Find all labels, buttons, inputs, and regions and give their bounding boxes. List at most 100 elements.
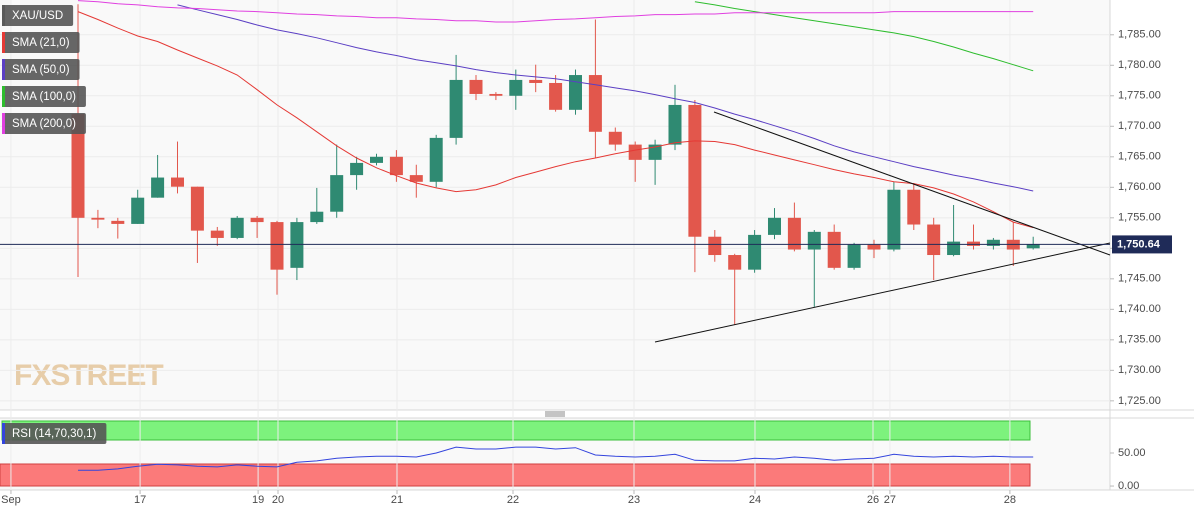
candle-body [151,177,165,198]
candle-body [927,224,941,256]
candle-body [489,93,503,96]
y-tick-label: 1,755.00 [1118,212,1161,224]
indicator-line [78,446,1034,471]
x-tick-label: 22 [507,494,519,506]
legend-swatch [2,86,5,107]
y-tick-label: 1,785.00 [1118,29,1161,41]
legend-label: SMA (50,0) [12,64,70,76]
legend-label: SMA (200,0) [12,118,76,130]
y-tick-label: 1,770.00 [1118,120,1161,132]
candle-body [330,175,344,212]
legend-box [2,5,74,26]
legend-box [2,86,86,107]
x-tick-label: 21 [391,494,403,506]
y-tick-label: 50.00 [1118,447,1146,459]
candle-body [767,217,781,235]
candle-body [568,75,582,110]
rsi-oversold-band [0,463,1031,487]
candle-body [867,244,881,250]
candle-body [1026,244,1040,249]
y-tick-label: 1,760.00 [1118,181,1161,193]
candle-body [71,114,85,218]
last-price-box [1112,235,1172,254]
legend-box [2,59,80,80]
trendlines [654,111,1111,343]
candle-body [688,104,702,237]
candle-body [210,230,224,238]
candle-body [887,189,901,250]
candle-body [230,217,244,238]
candle-body [708,236,722,256]
legend-swatch [2,5,5,26]
candle-body [250,217,264,223]
candle-body [91,217,105,220]
candle-body [807,231,821,250]
candle-body [190,186,204,231]
legend-box [2,113,86,134]
trendline-upper [713,111,1111,256]
candle-body [111,220,125,224]
candle-body [728,255,742,270]
legend-swatch [2,59,5,80]
y-tick-label: 1,775.00 [1118,90,1161,102]
y-tick-label: 1,740.00 [1118,303,1161,315]
y-tick-label: 1,730.00 [1118,364,1161,376]
x-tick-label: 20 [272,494,284,506]
x-tick-label: 24 [749,494,761,506]
candle-body [588,75,602,132]
price-plot [71,0,1040,325]
legend-label: XAU/USD [12,10,63,22]
candle-body [350,162,364,176]
x-tick-label: Sep [1,494,21,506]
candle-body [529,79,543,83]
candle-body [370,156,384,163]
legend-swatch [2,423,5,444]
candle-body [389,156,403,176]
y-tick-label: 0.00 [1118,480,1139,492]
y-tick-label: 1,725.00 [1118,395,1161,407]
candle-body [429,137,443,182]
trendline-lower [654,242,1111,343]
candle-body [310,211,324,223]
candle-body [409,175,423,182]
candle-body [966,241,980,246]
x-tick-label: 26 [867,494,879,506]
candle-body [270,222,284,270]
y-tick-label: 1,735.00 [1118,334,1161,346]
x-tick-label: 28 [1004,494,1016,506]
axes: 1,725.00 1,730.00 1,735.00 1,740.00 1,745.00… [0,29,1172,506]
x-tick-label: 19 [252,494,264,506]
candle-body [608,131,622,145]
candle-body [947,241,961,256]
candle-body [509,79,523,96]
price-plot-area [0,0,1110,410]
candle-body [986,239,1000,246]
legend-label: SMA (100,0) [12,91,76,103]
x-tick-label: 17 [134,494,146,506]
candle-body [171,177,185,187]
candle-body [469,79,483,94]
x-tick-label: 23 [628,494,640,506]
legend-label: RSI (14,70,30,1) [12,428,97,440]
candle-body [449,79,463,138]
candle-body [847,244,861,268]
resize-handle[interactable] [545,411,565,417]
grid [0,0,1110,490]
candle-body [290,222,304,268]
legend: XAU/USD SMA (21,0) SMA (50,0) SMA (100,0) SM… [2,5,107,444]
candle-body [549,82,563,110]
candle-body [827,231,841,268]
candle-body [628,144,642,160]
x-tick-label: 27 [884,494,896,506]
candle-body [131,197,145,224]
y-tick-label: 1,780.00 [1118,59,1161,71]
last-price-label: 1,750.64 [1117,238,1161,250]
rsi-plot [78,446,1034,471]
y-tick-label: 1,745.00 [1118,273,1161,285]
indicator-line [77,11,1034,229]
candle-body [748,234,762,270]
candle-body [648,144,662,160]
candle-body [787,217,801,250]
rsi-overbought-band [1,420,1031,441]
legend-box [2,423,107,444]
